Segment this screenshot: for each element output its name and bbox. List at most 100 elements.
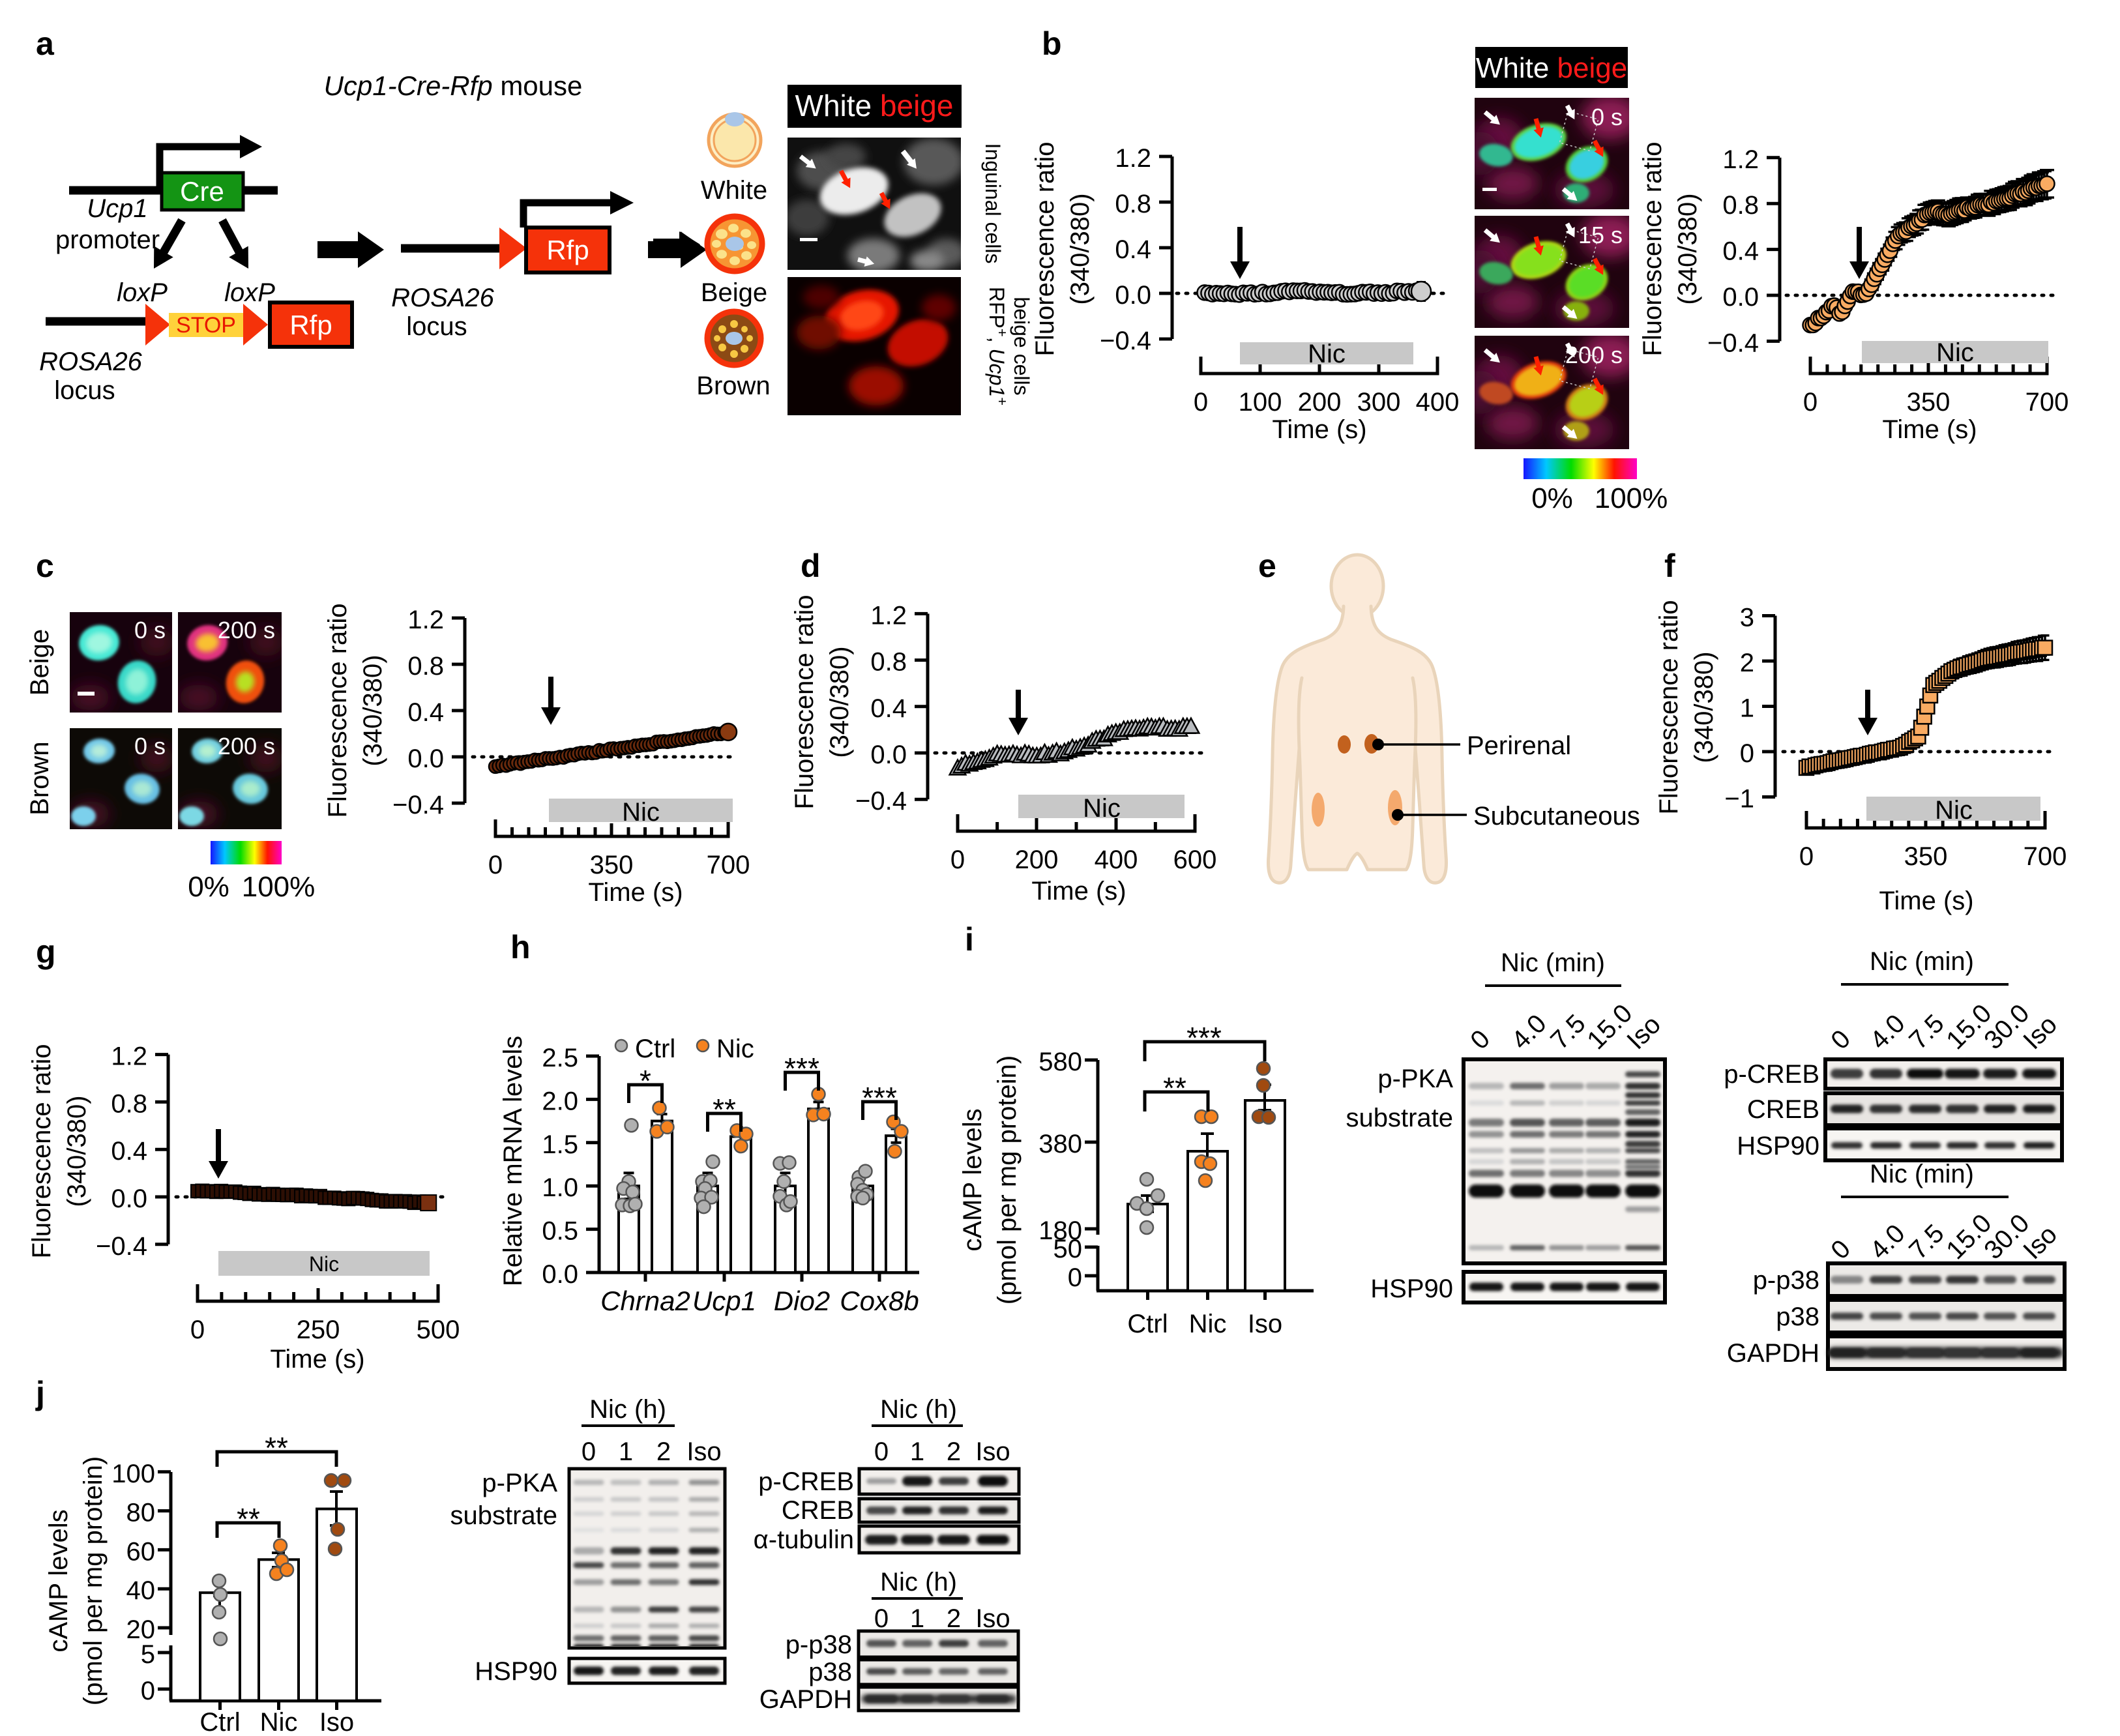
svg-text:580: 580 [1038, 1048, 1082, 1076]
svg-text:loxP: loxP [117, 278, 168, 307]
svg-text:(340/380): (340/380) [63, 1095, 91, 1207]
svg-text:Fluorescence ratio: Fluorescence ratio [1031, 141, 1059, 356]
svg-text:(pmol per mg protein): (pmol per mg protein) [993, 1055, 1022, 1304]
svg-text:(340/380): (340/380) [1690, 651, 1718, 763]
svg-text:Nic: Nic [1189, 1310, 1227, 1338]
svg-text:Beige: Beige [25, 629, 54, 696]
svg-text:*: * [640, 1064, 651, 1098]
svg-text:STOP: STOP [176, 313, 236, 338]
svg-text:(340/380): (340/380) [1066, 193, 1095, 304]
svg-text:RFP+, Ucp1+: RFP+, Ucp1+ [985, 287, 1011, 405]
svg-text:d: d [801, 548, 821, 584]
svg-text:600: 600 [1173, 846, 1217, 874]
svg-text:CREB: CREB [782, 1496, 854, 1525]
svg-text:2: 2 [947, 1604, 961, 1633]
svg-text:(pmol per mg protein): (pmol per mg protein) [79, 1456, 108, 1705]
svg-text:−0.4: −0.4 [1100, 327, 1151, 355]
svg-text:0.8: 0.8 [1722, 191, 1759, 220]
svg-text:Nic (min): Nic (min) [1870, 1160, 1974, 1188]
svg-text:Fluorescence ratio: Fluorescence ratio [1655, 600, 1683, 814]
svg-text:White: White [701, 176, 767, 205]
svg-text:40: 40 [126, 1576, 156, 1605]
svg-text:0.0: 0.0 [870, 741, 907, 769]
svg-text:Ctrl: Ctrl [199, 1708, 240, 1733]
svg-text:i: i [965, 921, 974, 958]
svg-text:g: g [36, 934, 56, 970]
svg-text:100: 100 [111, 1460, 155, 1488]
svg-text:Ucp1: Ucp1 [692, 1286, 756, 1316]
svg-text:loxP: loxP [224, 278, 275, 307]
svg-text:HSP90: HSP90 [1370, 1274, 1453, 1303]
svg-text:0 s: 0 s [134, 733, 166, 759]
svg-text:0: 0 [950, 846, 965, 874]
svg-text:0.8: 0.8 [1115, 190, 1151, 218]
svg-text:0: 0 [874, 1604, 889, 1633]
svg-text:Nic: Nic [1935, 796, 1973, 825]
svg-text:Ucp1: Ucp1 [87, 194, 147, 223]
svg-text:promoter: promoter [55, 226, 160, 254]
svg-text:Inguinal cells: Inguinal cells [981, 143, 1005, 264]
svg-text:0.8: 0.8 [407, 652, 444, 681]
svg-text:100: 100 [1239, 388, 1282, 417]
svg-text:f: f [1664, 548, 1675, 584]
svg-text:0: 0 [582, 1437, 596, 1466]
svg-text:HSP90: HSP90 [1737, 1132, 1819, 1160]
svg-text:Nic: Nic [309, 1252, 339, 1276]
svg-text:700: 700 [707, 851, 750, 879]
svg-text:Iso: Iso [319, 1708, 354, 1733]
svg-text:j: j [35, 1375, 45, 1411]
svg-text:1.0: 1.0 [542, 1173, 578, 1202]
svg-text:Chrna2: Chrna2 [600, 1286, 690, 1316]
svg-text:−0.4: −0.4 [96, 1232, 147, 1261]
svg-text:Nic (h): Nic (h) [880, 1395, 957, 1424]
svg-text:GAPDH: GAPDH [1727, 1339, 1819, 1368]
svg-text:Iso: Iso [686, 1437, 721, 1466]
svg-text:0.0: 0.0 [1115, 281, 1151, 310]
svg-text:0.4: 0.4 [1722, 237, 1759, 266]
svg-text:1.2: 1.2 [1115, 144, 1151, 173]
svg-text:0: 0 [1740, 739, 1754, 768]
svg-text:Subcutaneous: Subcutaneous [1473, 802, 1640, 831]
svg-text:−0.4: −0.4 [855, 787, 907, 816]
svg-text:Nic (h): Nic (h) [589, 1395, 666, 1424]
svg-text:locus: locus [406, 312, 467, 341]
svg-text:Beige: Beige [701, 278, 767, 307]
svg-text:0: 0 [1194, 388, 1208, 417]
svg-text:200 s: 200 s [1565, 342, 1623, 368]
svg-text:1.2: 1.2 [407, 606, 444, 634]
svg-text:380: 380 [1038, 1130, 1082, 1158]
svg-text:h: h [510, 929, 531, 965]
svg-text:1: 1 [910, 1604, 924, 1633]
svg-text:Time (s): Time (s) [1272, 415, 1366, 444]
svg-text:c: c [36, 548, 54, 584]
svg-text:0.0: 0.0 [1722, 283, 1759, 312]
svg-text:80: 80 [126, 1499, 156, 1527]
svg-text:locus: locus [54, 376, 115, 405]
svg-text:0 s: 0 s [134, 617, 166, 643]
svg-text:0.0: 0.0 [542, 1260, 578, 1289]
svg-text:substrate: substrate [1346, 1104, 1453, 1132]
svg-text:Rfp: Rfp [289, 310, 332, 340]
svg-text:Ctrl: Ctrl [635, 1035, 675, 1063]
svg-text:White beige: White beige [795, 89, 954, 123]
svg-text:350: 350 [1907, 388, 1951, 417]
svg-text:p38: p38 [1776, 1302, 1819, 1331]
svg-text:0%: 0% [1531, 482, 1573, 514]
svg-text:180: 180 [1038, 1216, 1082, 1245]
svg-text:700: 700 [2024, 842, 2067, 871]
svg-text:HSP90: HSP90 [475, 1657, 557, 1686]
svg-text:0.4: 0.4 [407, 698, 444, 727]
svg-text:Nic: Nic [716, 1035, 754, 1063]
svg-text:0%: 0% [188, 871, 229, 903]
svg-text:Time (s): Time (s) [1879, 887, 1973, 915]
svg-text:5: 5 [141, 1640, 155, 1669]
svg-text:Nic: Nic [622, 798, 660, 827]
svg-text:Brown: Brown [696, 372, 770, 400]
svg-text:Rfp: Rfp [546, 235, 589, 265]
svg-text:**: ** [1163, 1071, 1186, 1105]
svg-text:350: 350 [590, 851, 634, 879]
svg-text:1: 1 [1740, 694, 1754, 723]
svg-text:0.0: 0.0 [407, 744, 444, 773]
svg-text:p-CREB: p-CREB [1724, 1060, 1819, 1089]
svg-text:Relative mRNA levels: Relative mRNA levels [499, 1036, 527, 1287]
